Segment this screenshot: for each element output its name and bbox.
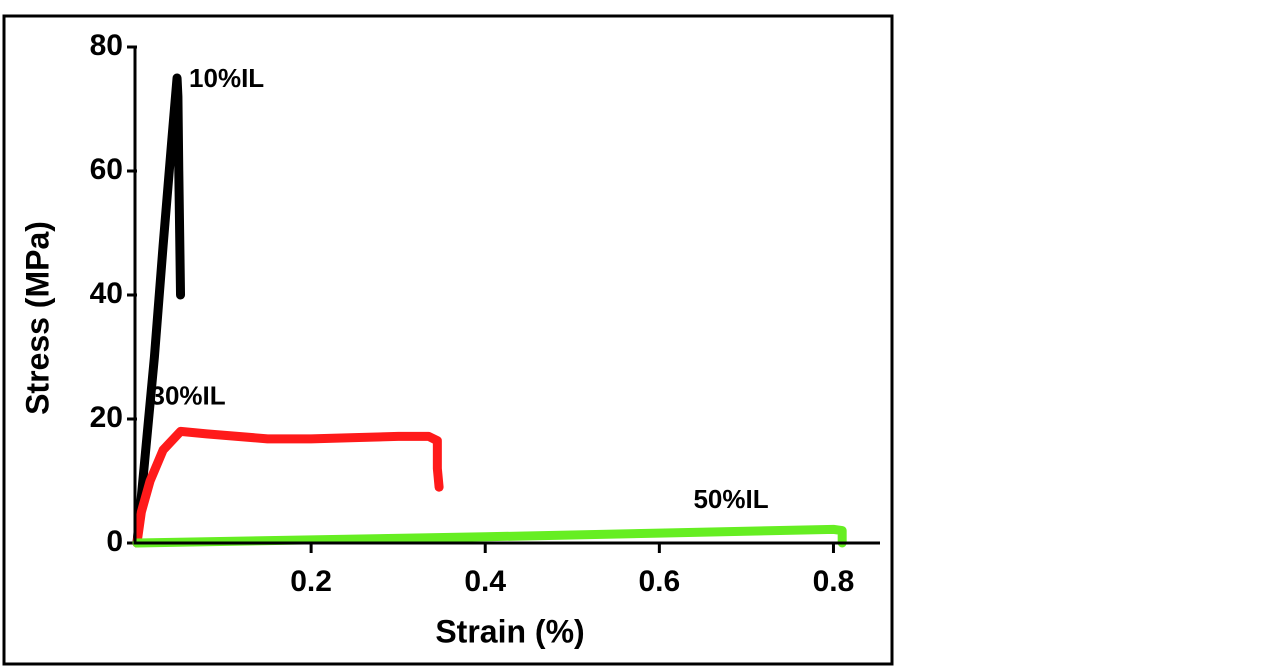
y-tick-label: 40 xyxy=(90,277,123,310)
series-label: 10%IL xyxy=(189,63,264,93)
x-axis-title: Strain (%) xyxy=(435,613,584,649)
y-axis-title: Stress (MPa) xyxy=(19,221,55,415)
y-tick-label: 0 xyxy=(106,525,123,558)
series-line xyxy=(132,73,186,548)
series-label: 50%IL xyxy=(693,484,768,514)
frame xyxy=(2,14,894,666)
y-tick-label: 20 xyxy=(90,401,123,434)
series-label: 30%IL xyxy=(151,380,226,410)
x-tick-label: 0.8 xyxy=(813,565,855,598)
series-line xyxy=(132,426,444,548)
series-line xyxy=(132,524,847,548)
y-tick-label: 60 xyxy=(90,153,123,186)
x-tick-label: 0.2 xyxy=(290,565,332,598)
x-tick-label: 0.4 xyxy=(464,565,506,598)
y-tick-label: 80 xyxy=(90,29,123,62)
x-tick-label: 0.6 xyxy=(638,565,680,598)
